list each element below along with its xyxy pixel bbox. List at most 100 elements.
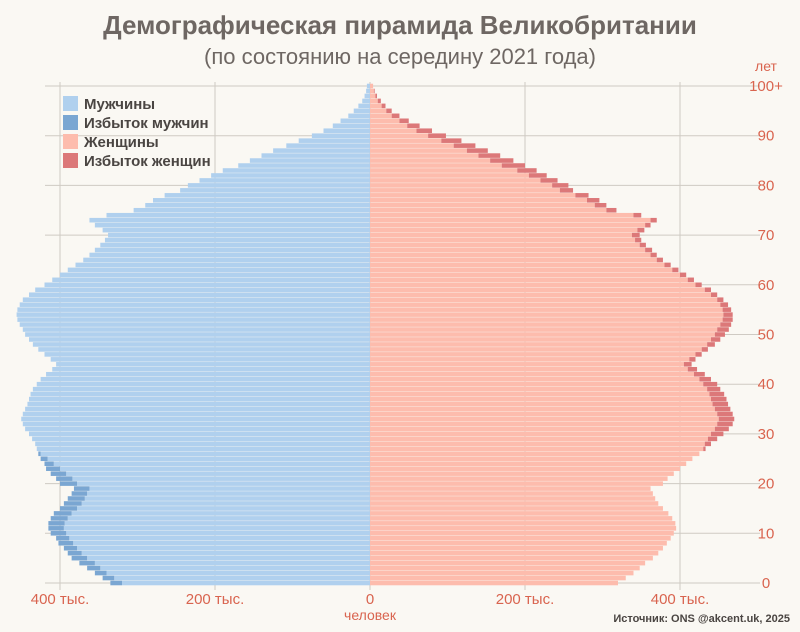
male-excess-bar <box>67 550 82 556</box>
male-excess-bar <box>63 501 82 506</box>
female-excess-bar <box>703 381 718 387</box>
male-bar <box>72 476 371 481</box>
male-excess-bar <box>56 476 73 481</box>
female-bar <box>370 158 491 163</box>
male-bar <box>298 138 370 143</box>
male-bar <box>56 362 370 367</box>
male-bar <box>25 426 370 432</box>
male-bar <box>89 252 370 258</box>
male-bar <box>164 193 370 198</box>
male-bar <box>32 436 370 442</box>
female-excess-bar <box>711 337 721 342</box>
female-bar <box>370 237 636 243</box>
female-bar <box>370 565 640 571</box>
male-bar <box>100 565 371 571</box>
bars-group <box>16 83 735 586</box>
female-bar <box>370 242 640 248</box>
female-excess-bar <box>399 118 409 124</box>
male-bar <box>32 386 370 392</box>
male-bar <box>323 128 370 134</box>
male-bar <box>286 143 370 148</box>
y-axis-ticks: 0 10 20 30 40 50 60 70 80 90 100+ <box>749 78 783 592</box>
female-bar <box>370 327 718 332</box>
female-excess-bar <box>633 212 642 218</box>
male-bar <box>44 352 370 357</box>
female-excess-bar <box>528 173 547 178</box>
female-excess-bar <box>453 143 476 148</box>
male-bar <box>104 237 370 243</box>
female-bar <box>370 441 705 447</box>
female-excess-bar <box>693 371 705 377</box>
female-bar <box>370 471 674 476</box>
female-bar <box>370 436 708 442</box>
female-excess-bar <box>687 277 694 283</box>
female-excess-bar <box>687 367 698 372</box>
male-bar <box>73 540 371 546</box>
female-excess-bar <box>695 282 702 288</box>
female-bar <box>370 526 677 531</box>
male-bar <box>348 113 370 119</box>
female-bar <box>370 322 721 327</box>
male-excess-bar <box>56 535 70 541</box>
male-bar <box>133 207 370 213</box>
male-bar <box>114 575 370 581</box>
y-tick-label: 50 <box>758 327 775 344</box>
female-bar <box>370 545 663 551</box>
male-bar <box>311 133 370 138</box>
female-bar <box>370 183 553 188</box>
female-excess-bar <box>695 352 702 357</box>
female-bar <box>370 521 676 526</box>
male-bar <box>238 163 370 168</box>
female-bar <box>370 540 667 546</box>
x-axis-ticks: 400 тыс. 200 тыс. 0 200 тыс. 400 тыс. <box>31 591 710 608</box>
male-bar <box>87 491 370 496</box>
male-bar <box>145 202 370 208</box>
male-bar <box>106 212 370 218</box>
female-bar <box>370 342 708 347</box>
female-excess-bar <box>416 128 432 134</box>
male-bar <box>222 168 370 173</box>
x-tick-label: 200 тыс. <box>496 591 555 608</box>
female-bar <box>370 371 694 377</box>
male-bar <box>38 347 371 352</box>
male-bar <box>362 98 370 104</box>
male-excess-bar <box>48 526 64 531</box>
female-bar <box>370 257 657 263</box>
male-bar <box>84 496 371 501</box>
female-excess-bar <box>717 421 733 427</box>
female-bar <box>370 426 715 432</box>
female-excess-bar <box>683 362 692 367</box>
male-excess-bar <box>71 491 88 496</box>
male-bar <box>75 262 370 268</box>
female-bar <box>370 461 687 467</box>
female-excess-bar <box>559 188 574 193</box>
female-excess-bar <box>704 441 711 447</box>
female-excess-bar <box>631 232 640 238</box>
legend-swatch <box>63 115 78 130</box>
female-bar <box>370 416 719 422</box>
female-bar <box>370 456 693 462</box>
female-bar <box>370 232 632 238</box>
female-bar <box>370 103 382 109</box>
female-excess-bar <box>391 113 400 119</box>
female-excess-bar <box>381 103 386 109</box>
male-excess-bar <box>60 506 78 511</box>
female-excess-bar <box>718 416 735 422</box>
female-bar <box>370 282 696 288</box>
female-excess-bar <box>720 302 729 307</box>
female-bar <box>370 212 634 218</box>
female-excess-bar <box>650 252 657 258</box>
female-bar <box>370 247 646 253</box>
female-excess-bar <box>407 123 420 129</box>
female-excess-bar <box>540 178 558 183</box>
male-bar <box>66 531 370 536</box>
y-tick-label: 40 <box>758 376 775 393</box>
y-tick-label: 30 <box>758 426 775 443</box>
y-axis-label: лет <box>755 58 777 74</box>
male-excess-bar <box>50 471 67 476</box>
female-bar <box>370 98 378 104</box>
male-excess-bar <box>60 481 78 486</box>
male-bar <box>21 416 370 422</box>
female-excess-bar <box>664 262 671 268</box>
